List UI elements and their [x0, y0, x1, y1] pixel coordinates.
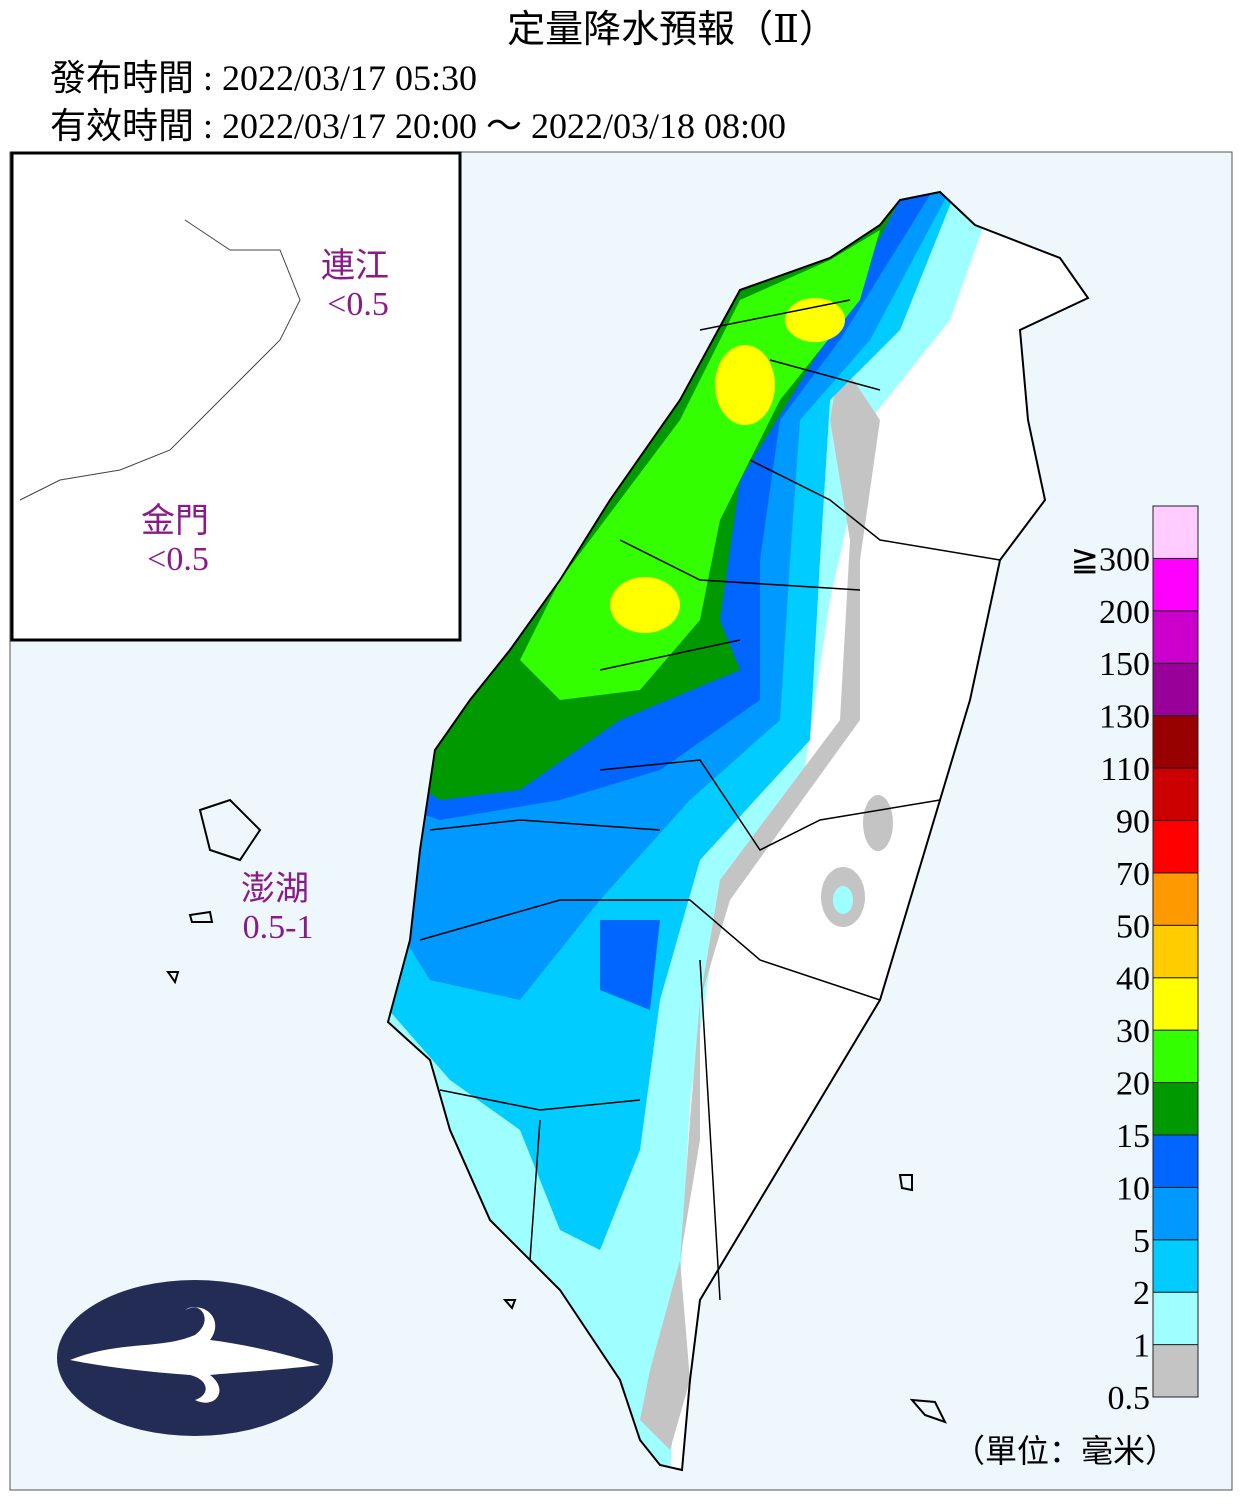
title: 定量降水預報（Ⅱ） — [507, 9, 837, 51]
legend-label: 150 — [1099, 646, 1150, 683]
legend-label: 20 — [1116, 1066, 1150, 1103]
legend-label: ≧300 — [1071, 541, 1151, 578]
legend-label: 2 — [1133, 1275, 1150, 1312]
issued-time: 發布時間 : 2022/03/17 05:30 — [50, 58, 477, 98]
legend-label: 90 — [1116, 803, 1150, 840]
legend-label: 130 — [1099, 699, 1150, 736]
legend-label: 70 — [1116, 856, 1150, 893]
unit-label: （單位：毫米） — [953, 1433, 1177, 1469]
legend-swatch — [1152, 924, 1199, 979]
legend-label: 30 — [1116, 1013, 1150, 1050]
legend-label: 1 — [1133, 1328, 1150, 1365]
region-value: 0.5-1 — [243, 909, 314, 946]
legend-swatch — [1152, 1082, 1199, 1136]
region-name: 澎湖 — [241, 870, 309, 908]
legend-swatch — [1152, 1239, 1199, 1293]
legend-label: 110 — [1100, 751, 1150, 788]
legend-label: 40 — [1116, 961, 1150, 998]
valid-time: 有效時間 : 2022/03/17 20:00 ～ 2022/03/18 08:… — [50, 106, 786, 146]
legend-swatch — [1152, 1291, 1199, 1346]
legend-swatch — [1152, 1344, 1199, 1398]
inset-box — [10, 151, 462, 642]
region-value: <0.5 — [147, 541, 209, 578]
coastline — [19, 219, 301, 501]
legend-label: 50 — [1116, 908, 1150, 945]
legend-swatch — [1152, 767, 1199, 821]
legend-swatch — [1152, 610, 1199, 664]
legend-swatch — [1152, 662, 1199, 717]
legend-swatch — [1152, 819, 1199, 874]
legend-swatch — [1152, 872, 1199, 926]
legend-label: 10 — [1116, 1170, 1150, 1207]
legend-swatch — [1152, 977, 1199, 1031]
region-name: 金門 — [141, 502, 209, 540]
legend-label: 200 — [1099, 594, 1150, 631]
legend-swatch — [1152, 1029, 1199, 1084]
legend-label: 5 — [1133, 1223, 1150, 1260]
legend-swatch — [1152, 505, 1199, 559]
region-value: <0.5 — [327, 286, 389, 323]
penghu-islands — [166, 798, 262, 985]
legend-label: 15 — [1116, 1118, 1150, 1155]
legend-swatch — [1152, 1134, 1199, 1188]
region-name: 連江 — [321, 247, 389, 285]
legend-swatch — [1152, 1186, 1199, 1241]
legend-label: 0.5 — [1108, 1380, 1151, 1417]
legend-swatch — [1152, 715, 1199, 769]
logo-swirl — [70, 1307, 320, 1403]
legend-swatch — [1152, 557, 1199, 612]
